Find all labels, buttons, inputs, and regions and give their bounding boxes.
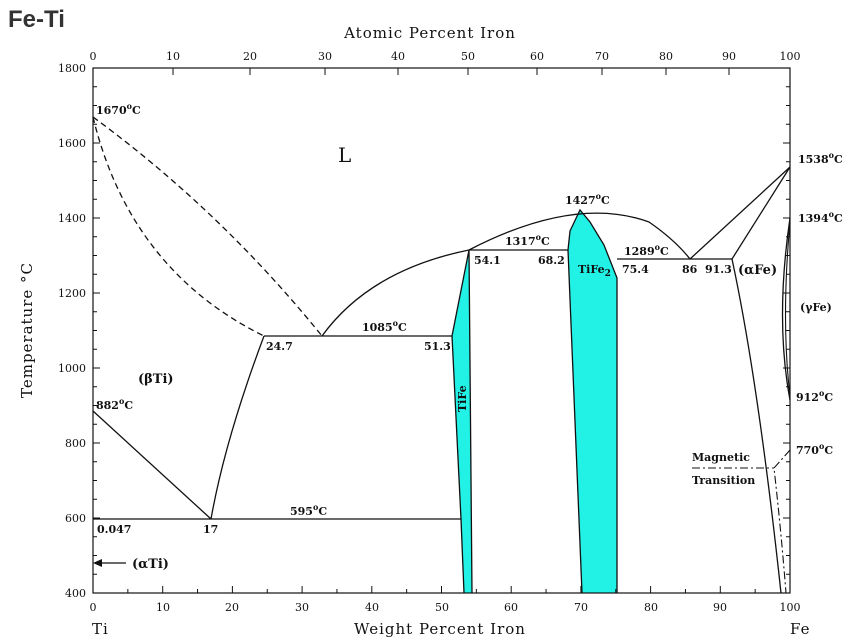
top-tick: 30 (318, 50, 332, 63)
top-tick: 10 (166, 50, 180, 63)
comp-label-54-1: 54.1 (474, 254, 501, 267)
fe-end-label: Fe (790, 620, 810, 638)
temp-label-1289: 1289oC (624, 242, 669, 258)
top-tick: 100 (780, 50, 801, 63)
temp-label-1394: 1394oC (798, 209, 843, 225)
comp-label-0-047: 0.047 (97, 523, 131, 536)
temp-label-595: 595oC (290, 502, 327, 518)
comp-label-17: 17 (203, 523, 218, 536)
comp-label-24-7: 24.7 (266, 340, 293, 353)
beta-ti-label: (βTi) (138, 372, 174, 387)
left-axis-title: Temperature °C (18, 262, 36, 398)
top-tick: 60 (530, 50, 544, 63)
tife2-label-subscript: 2 (605, 269, 611, 279)
top-axis-title: Atomic Percent Iron (343, 24, 516, 42)
left-tick: 1600 (58, 137, 86, 150)
temp-label-1538: 1538oC (798, 150, 843, 166)
liquid-label: L (338, 143, 351, 167)
left-tick: 400 (65, 587, 86, 600)
left-tick: 1000 (58, 362, 86, 375)
alpha-fe-solvus (732, 259, 781, 593)
left-tick: 800 (65, 437, 86, 450)
liquidus-dashed-upper (93, 117, 322, 336)
bottom-tick: 80 (644, 601, 658, 614)
top-tick-labels: 0 10 20 30 40 50 60 70 80 90 100 (90, 50, 801, 63)
top-tick: 70 (595, 50, 609, 63)
bottom-tick: 30 (295, 601, 309, 614)
beta-ti-solvus (211, 336, 264, 519)
comp-label-86: 86 (682, 263, 698, 276)
bottom-tick: 60 (504, 601, 518, 614)
left-tick: 1400 (58, 212, 86, 225)
temp-label-1670: 1670oC (96, 101, 141, 117)
temp-label-1427: 1427oC (565, 191, 610, 207)
alpha-ti-label: (αTi) (132, 557, 169, 572)
diagram-title: Fe-Ti (8, 6, 65, 34)
gamma-fe-label: (γFe) (800, 301, 832, 314)
top-tick: 40 (391, 50, 405, 63)
bottom-tick: 70 (574, 601, 588, 614)
beta-transus (93, 411, 211, 519)
top-tick: 80 (659, 50, 673, 63)
bottom-tick: 40 (365, 601, 379, 614)
ti-end-label: Ti (92, 620, 109, 638)
bottom-tick-labels: 0 10 20 30 40 50 60 70 80 90 100 (90, 601, 801, 614)
top-tick: 20 (243, 50, 257, 63)
top-tick: 90 (722, 50, 736, 63)
temp-label-882: 882oC (96, 396, 133, 412)
temp-label-1085: 1085oC (362, 318, 407, 334)
temp-label-770: 770oC (796, 441, 833, 457)
magnetic-label-line1: Magnetic (692, 451, 750, 464)
tife2-label-base: TiFe (578, 263, 605, 276)
comp-label-91-3: 91.3 (705, 263, 732, 276)
tife-label: TiFe (456, 385, 469, 412)
tick-marks (93, 68, 790, 593)
comp-label-68-2: 68.2 (538, 254, 565, 267)
alpha-ti-arrow-head (93, 559, 102, 567)
bottom-tick: 50 (435, 601, 449, 614)
liquidus-dashed-lower (93, 117, 264, 336)
bottom-tick: 100 (780, 601, 801, 614)
bottom-axis-title: Weight Percent Iron (354, 620, 526, 638)
curie-boundary (774, 450, 790, 593)
alpha-fe-label: (αFe) (738, 263, 777, 278)
bottom-tick: 20 (225, 601, 239, 614)
top-tick: 0 (90, 50, 97, 63)
delta-gamma-boundary (783, 218, 791, 400)
temp-label-912: 912oC (796, 388, 833, 404)
left-tick: 600 (65, 512, 86, 525)
top-tick: 50 (461, 50, 475, 63)
left-tick: 1200 (58, 287, 86, 300)
bottom-tick: 90 (713, 601, 727, 614)
bottom-tick: 0 (90, 601, 97, 614)
comp-label-51-3: 51.3 (424, 340, 451, 353)
left-tick-labels: 400 600 800 1000 1200 1400 1600 1800 (58, 62, 86, 600)
magnetic-label-line2: Transition (692, 474, 755, 487)
plot-frame (93, 68, 790, 593)
bottom-tick: 10 (156, 601, 170, 614)
left-tick: 1800 (58, 62, 86, 75)
temp-label-1317: 1317oC (505, 232, 550, 248)
comp-label-75-4: 75.4 (622, 263, 649, 276)
